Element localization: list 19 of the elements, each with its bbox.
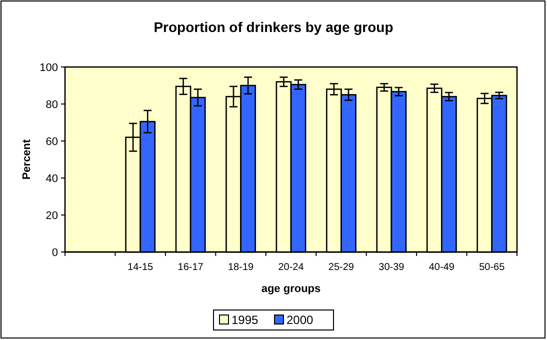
x-tick-label: 18-19: [228, 262, 254, 273]
x-tick-label: 40-49: [428, 262, 455, 273]
x-tick-label: 16-17: [178, 262, 204, 273]
y-tick-label: 100: [40, 62, 58, 74]
chart-title: Proportion of drinkers by age group: [154, 19, 394, 35]
x-tick-label: 50-65: [479, 262, 506, 273]
x-tick-label: 20-24: [278, 262, 304, 273]
legend-label: 1995: [232, 313, 259, 328]
x-axis-title: age groups: [261, 283, 321, 295]
y-tick-label: 60: [46, 136, 58, 148]
y-tick-label: 40: [46, 172, 58, 185]
x-tick-label: 14-15: [128, 262, 154, 273]
x-tick-label: 30-39: [378, 262, 405, 273]
y-tick-label: 20: [46, 210, 58, 222]
y-tick-label: 0: [52, 246, 58, 259]
legend-label: 2000: [286, 313, 314, 328]
y-tick-label: 80: [46, 98, 58, 111]
y-axis-title: Percent: [21, 138, 33, 180]
x-tick-label: 25-29: [328, 262, 354, 273]
